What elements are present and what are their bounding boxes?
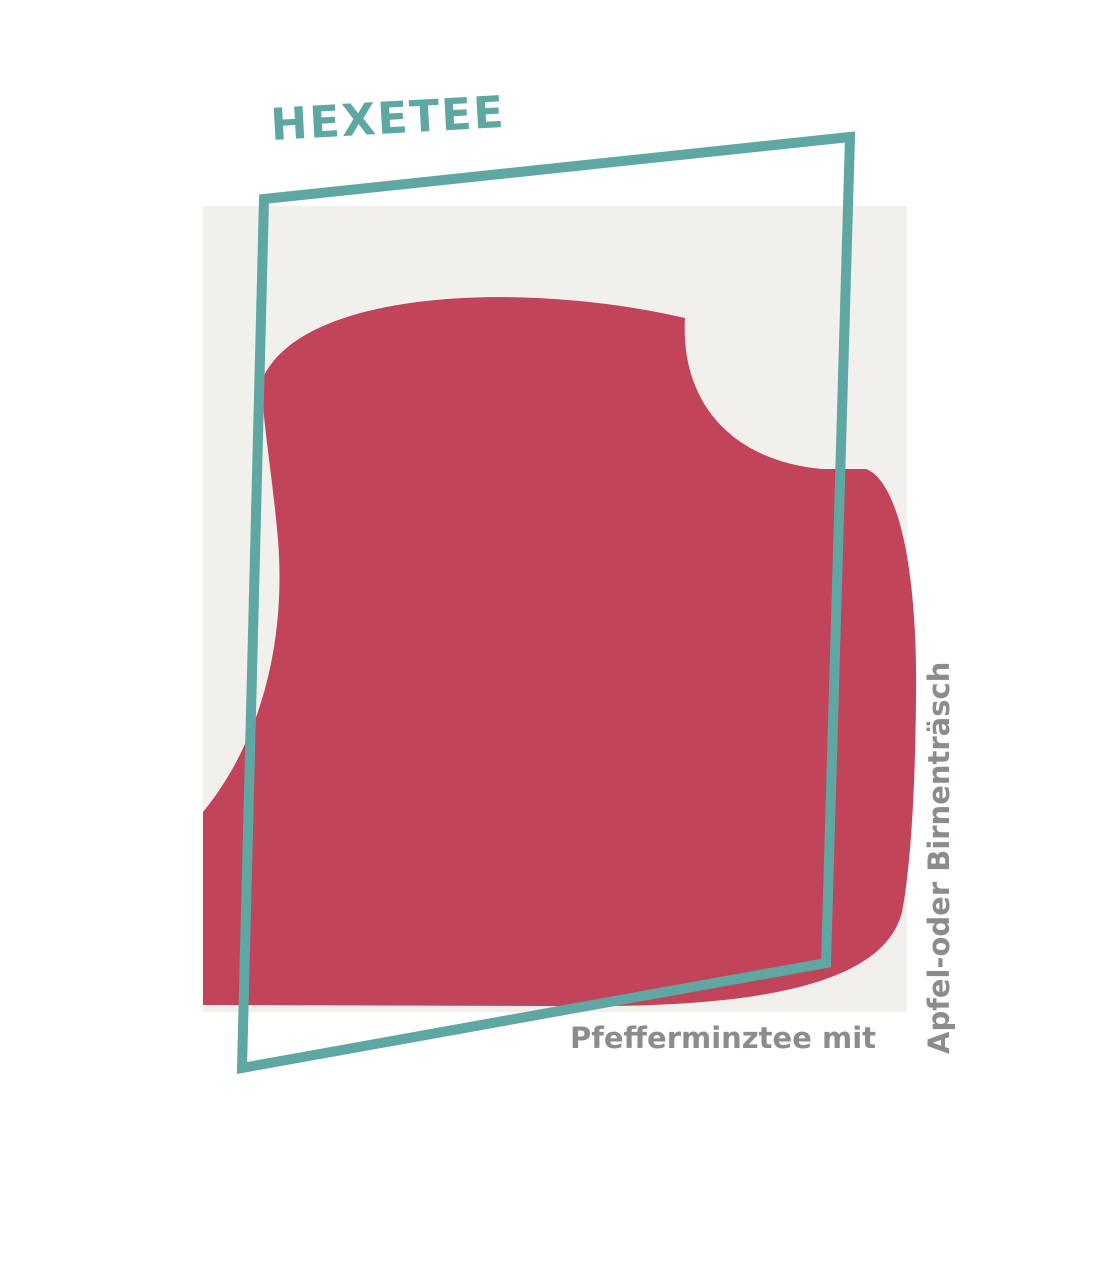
teal-frame xyxy=(236,131,856,1075)
description-line-2: Apfel-oder Birnenträsch xyxy=(922,661,956,1054)
description-line-1: Pfefferminztee mit xyxy=(570,1021,877,1055)
red-blob-shape xyxy=(203,297,917,1007)
product-title: HEXETEE xyxy=(269,86,507,151)
